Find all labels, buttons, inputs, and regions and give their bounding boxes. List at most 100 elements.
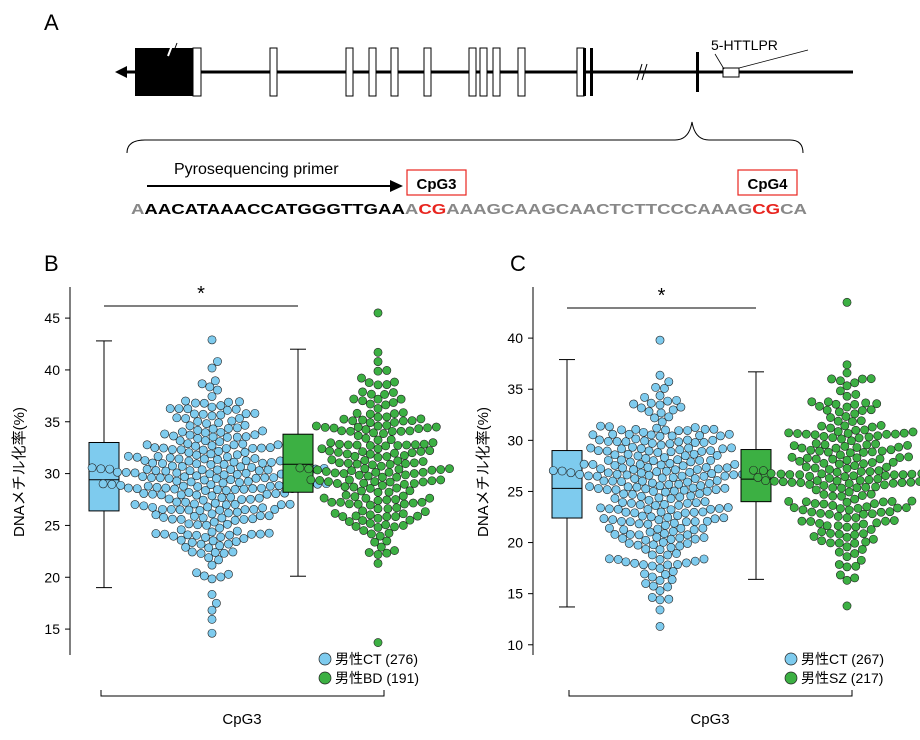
data-point <box>148 458 157 468</box>
data-point <box>255 529 265 539</box>
data-point <box>172 497 182 507</box>
data-point <box>676 402 686 412</box>
data-point <box>333 447 343 457</box>
cpg3-label: CpG3 <box>416 176 456 193</box>
data-point <box>842 601 852 611</box>
data-point <box>191 441 200 451</box>
data-point <box>665 459 675 468</box>
data-point <box>674 426 684 436</box>
data-point <box>123 451 133 461</box>
data-point <box>269 473 278 483</box>
data-point <box>329 423 339 433</box>
data-point <box>357 373 366 383</box>
data-point <box>192 459 201 469</box>
data-point <box>566 468 576 478</box>
data-point <box>379 429 388 438</box>
data-point <box>158 459 167 468</box>
data-point <box>147 473 156 483</box>
data-point <box>842 542 852 552</box>
data-point <box>702 486 712 496</box>
data-point <box>655 563 665 573</box>
data-point <box>401 470 410 480</box>
data-point <box>793 429 802 438</box>
data-point <box>675 492 685 502</box>
data-point <box>880 480 889 490</box>
data-point <box>352 440 362 450</box>
data-point <box>640 436 649 446</box>
data-point <box>633 451 643 461</box>
data-point <box>196 548 206 558</box>
data-point <box>381 520 391 530</box>
data-point <box>785 470 795 479</box>
data-point <box>654 493 664 503</box>
data-point <box>418 477 428 487</box>
data-point <box>425 493 435 503</box>
data-point <box>390 418 399 427</box>
data-point <box>276 500 286 510</box>
data-point <box>148 489 157 499</box>
data-point <box>647 561 657 571</box>
data-point <box>623 449 633 459</box>
data-point <box>152 482 162 492</box>
data-point <box>759 466 768 475</box>
data-point <box>192 568 201 578</box>
data-point <box>866 489 876 499</box>
data-point <box>842 360 852 370</box>
data-point <box>392 483 402 493</box>
data-point <box>683 530 692 540</box>
data-point <box>419 439 429 449</box>
data-point <box>408 498 418 508</box>
data-point <box>199 398 209 408</box>
data-point <box>246 494 255 504</box>
data-point <box>664 412 674 422</box>
data-point <box>193 434 203 443</box>
data-point <box>213 485 222 495</box>
data-point <box>661 487 670 497</box>
data-point <box>647 572 657 582</box>
data-point <box>216 427 226 437</box>
data-point <box>669 486 679 496</box>
data-point <box>159 513 168 522</box>
data-point <box>640 392 649 402</box>
data-point <box>257 443 266 453</box>
data-point <box>243 477 253 486</box>
data-point <box>850 494 860 504</box>
data-point <box>266 457 276 467</box>
data-point <box>214 418 223 428</box>
data-point <box>206 460 216 469</box>
data-point <box>669 518 679 528</box>
data-point <box>689 525 699 535</box>
data-point <box>192 471 201 481</box>
y-tick-label: 45 <box>44 310 60 326</box>
data-point <box>655 335 665 345</box>
data-point <box>344 475 354 485</box>
data-point <box>232 526 242 536</box>
data-point <box>169 431 178 441</box>
y-tick-label: 35 <box>44 414 60 430</box>
data-point <box>649 456 658 466</box>
data-point <box>680 451 690 461</box>
data-point <box>610 529 620 539</box>
data-point <box>232 507 242 517</box>
data-point <box>169 531 178 541</box>
data-point <box>148 502 157 512</box>
data-point <box>599 476 609 486</box>
data-point <box>859 459 868 469</box>
data-point <box>631 425 641 434</box>
data-point <box>710 514 720 524</box>
data-point <box>248 514 258 524</box>
data-point <box>806 517 816 526</box>
data-point <box>358 396 367 406</box>
data-point <box>230 484 240 494</box>
data-point <box>214 555 223 565</box>
data-point <box>656 408 666 418</box>
data-point <box>332 479 342 488</box>
data-point <box>870 499 879 509</box>
data-point <box>382 420 392 430</box>
data-point <box>405 515 415 525</box>
data-point <box>390 522 399 532</box>
data-point <box>200 436 210 446</box>
data-point <box>860 425 869 435</box>
data-point <box>655 595 665 605</box>
